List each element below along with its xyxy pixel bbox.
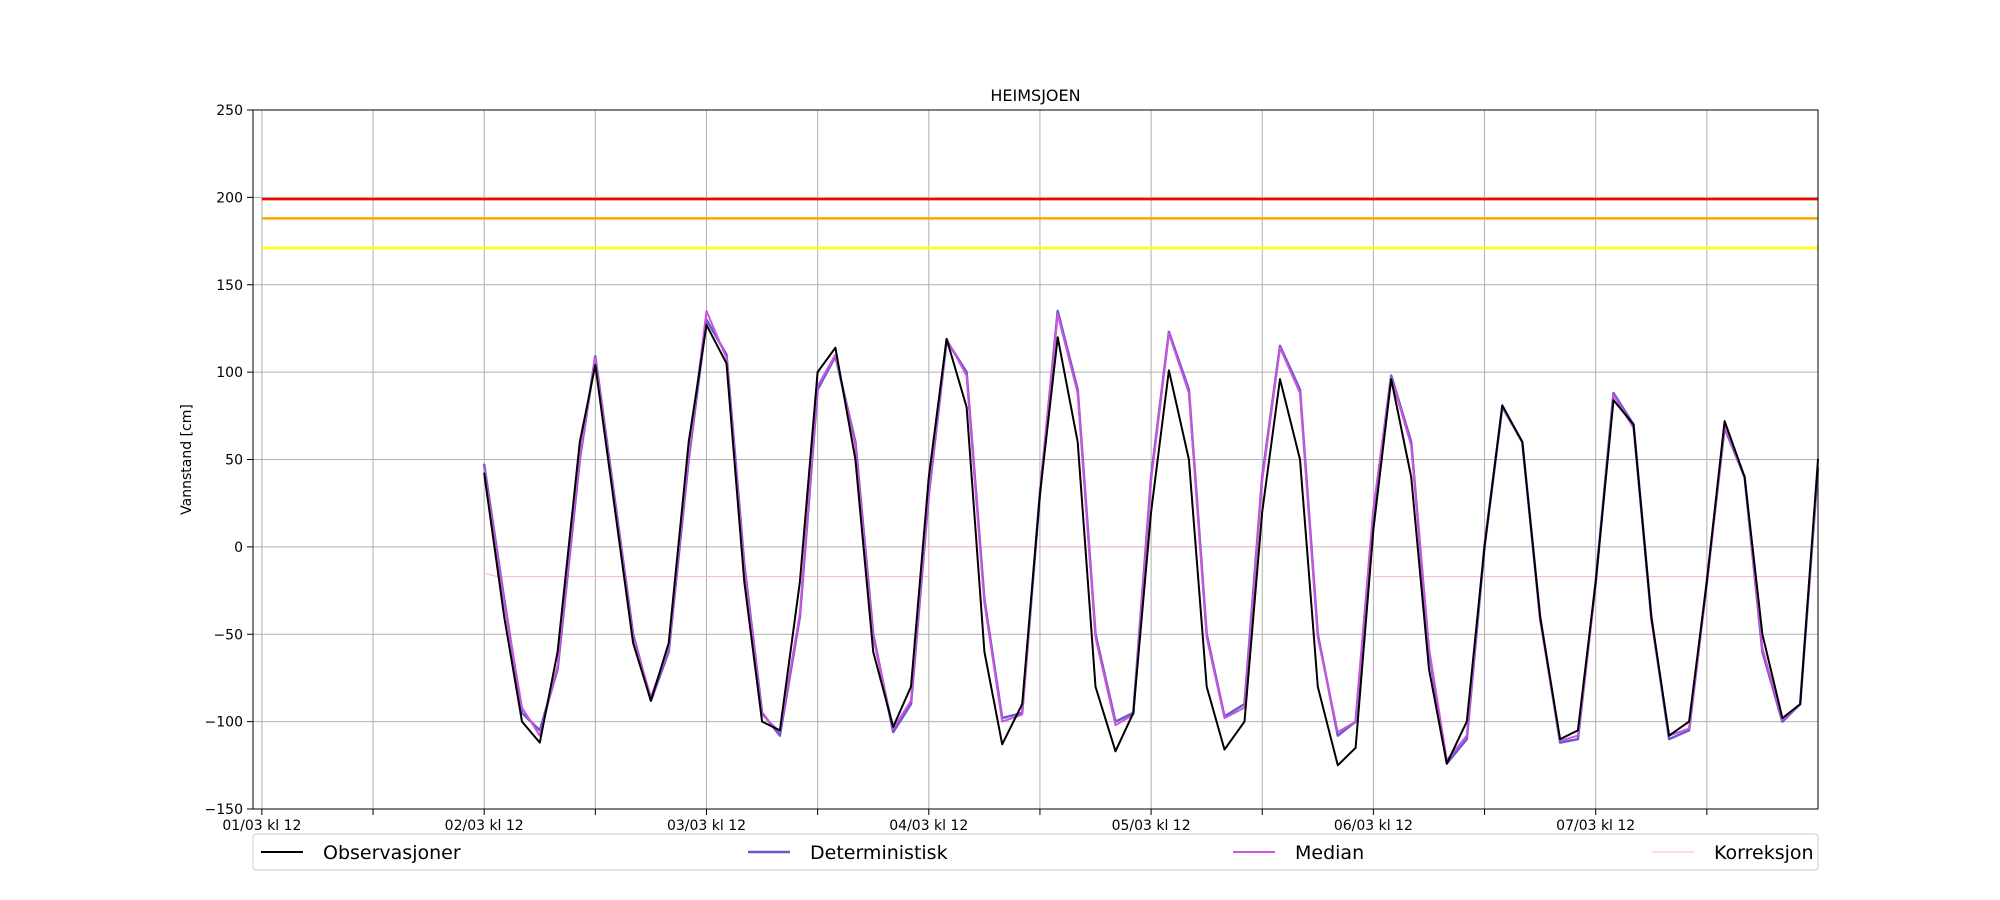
threshold-lines <box>261 197 1818 250</box>
y-tick-label: −50 <box>213 627 243 643</box>
y-tick-label: 150 <box>216 278 243 294</box>
x-tick-label: 02/03 kl 12 <box>445 818 524 834</box>
axis-ticks: −150 −100 −50 0 50 100 150 200 250 01/03 kl 12 02/… <box>205 103 1708 834</box>
y-tick-label: 0 <box>234 540 243 556</box>
chart-title: HEIMSJOEN <box>990 86 1080 105</box>
legend[interactable]: Observasjoner Deterministisk Median Korreks… <box>252 833 1819 871</box>
y-tick-label: −150 <box>205 802 243 818</box>
legend-label-median: Median <box>1295 842 1364 864</box>
series-lines <box>482 309 1820 767</box>
x-tick-label: 06/03 kl 12 <box>1334 818 1413 834</box>
x-tick-label: 03/03 kl 12 <box>667 818 746 834</box>
x-tick-label: 01/03 kl 12 <box>222 818 301 834</box>
y-tick-label: 250 <box>216 103 243 119</box>
series-line-korreksjon <box>483 546 1819 578</box>
x-tick-label: 04/03 kl 12 <box>889 818 968 834</box>
series-line-observasjoner <box>483 323 1819 767</box>
legend-box <box>252 833 1819 871</box>
y-tick-label: 200 <box>216 190 243 206</box>
grid <box>253 109 1818 810</box>
y-tick-label: −100 <box>205 715 243 731</box>
y-tick-label: 50 <box>225 453 243 469</box>
y-axis-label: Vannstand [cm] <box>179 404 195 515</box>
legend-label-korreksjon: Korreksjon <box>1714 842 1814 864</box>
legend-label-deterministisk: Deterministisk <box>810 842 948 864</box>
x-tick-label: 07/03 kl 12 <box>1556 818 1635 834</box>
x-tick-label: 05/03 kl 12 <box>1112 818 1191 834</box>
legend-label-observasjoner: Observasjoner <box>323 842 461 864</box>
y-tick-label: 100 <box>216 365 243 381</box>
